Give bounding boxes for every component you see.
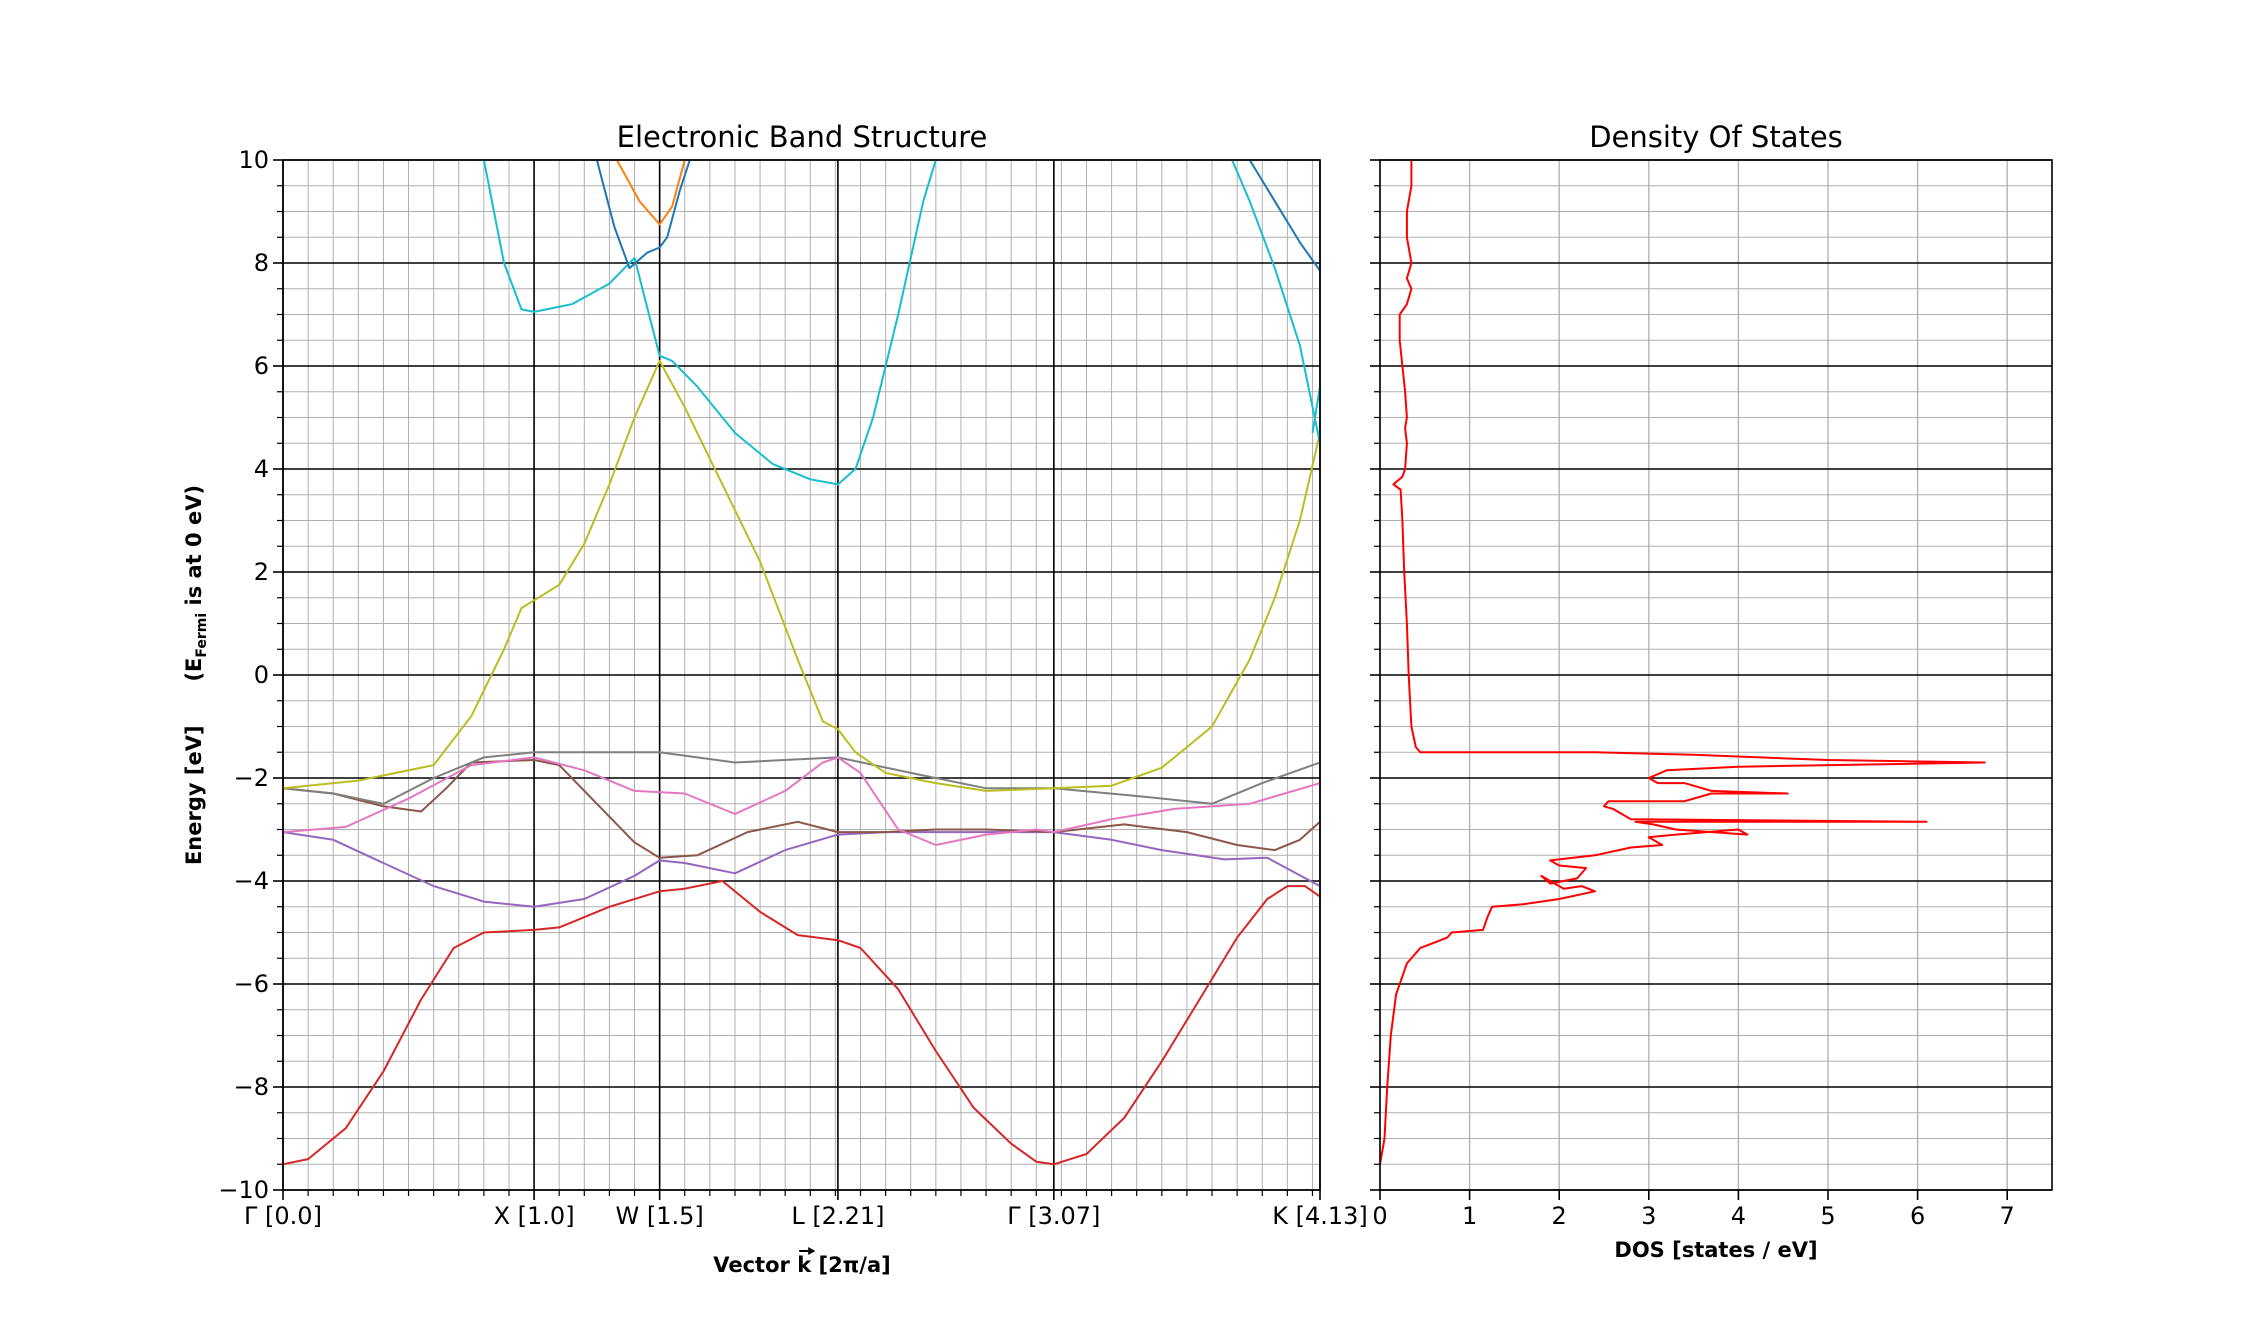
y-tick-label: −2 xyxy=(234,764,269,792)
ylabel-paren-open: (E xyxy=(182,658,206,682)
band-structure-x-ticks: Γ [0.0] X [1.0] W [1.5] L [2.21] Γ [3.07] K [… xyxy=(244,1190,1368,1230)
dos-series xyxy=(1380,160,1986,1165)
y-tick-label: 0 xyxy=(254,661,269,689)
x-tick-label: 7 xyxy=(2000,1202,2015,1230)
dos-chart: Density Of States 0 1 2 3 4 5 6 7 DOS [states /… xyxy=(1370,120,2053,1262)
band-line-8 xyxy=(1311,386,1320,434)
band-line-0 xyxy=(283,880,1320,1166)
band-line-6 xyxy=(482,160,937,486)
band-structure-chart: Electronic Band Structure −10 −8 −6 −4 −2 0 2 4… xyxy=(182,120,1368,1277)
ylabel-main: Energy [eV] xyxy=(182,725,206,865)
y-tick-label: −10 xyxy=(218,1176,269,1204)
xlabel-pre: Vector xyxy=(713,1253,797,1277)
band-line-3 xyxy=(283,751,1320,805)
x-tick-label: Γ [3.07] xyxy=(1007,1202,1100,1230)
x-tick-label: L [2.21] xyxy=(791,1202,884,1230)
dos-y-ticks xyxy=(1370,159,1380,1191)
dos-minor-grid xyxy=(1380,185,2052,1165)
x-tick-label: K [4.13] xyxy=(1272,1202,1368,1230)
y-tick-label: −6 xyxy=(234,970,269,998)
x-tick-label: Γ [0.0] xyxy=(244,1202,322,1230)
xlabel-k-vector: k xyxy=(797,1253,812,1277)
k-vector-arrow-icon xyxy=(799,1247,816,1255)
y-tick-label: 8 xyxy=(254,249,269,277)
y-tick-label: 2 xyxy=(254,558,269,586)
dos-line-0 xyxy=(1380,160,1986,1165)
x-tick-label: W [1.5] xyxy=(616,1202,704,1230)
arrow-head xyxy=(808,1247,816,1255)
y-tick-label: −4 xyxy=(234,867,269,895)
x-tick-label: 4 xyxy=(1731,1202,1746,1230)
band-line-1 xyxy=(283,831,1320,908)
band-line-9 xyxy=(595,160,691,270)
dos-xlabel: DOS [states / eV] xyxy=(1614,1238,1817,1262)
band-structure-xlabel: Vector k [2π/a] xyxy=(713,1253,890,1277)
band-structure-minor-grid xyxy=(283,160,1320,1190)
band-structure-title: Electronic Band Structure xyxy=(617,120,988,154)
x-tick-label: 2 xyxy=(1552,1202,1567,1230)
y-tick-label: −8 xyxy=(234,1073,269,1101)
ylabel-rest: is at 0 eV) xyxy=(182,485,206,613)
band-structure-y-ticks: −10 −8 −6 −4 −2 0 2 4 6 8 10 xyxy=(218,146,283,1204)
dos-x-ticks: 0 1 2 3 4 5 6 7 xyxy=(1372,1190,2015,1230)
y-tick-label: 6 xyxy=(254,352,269,380)
band-line-7 xyxy=(1231,160,1320,444)
band-structure-ylabel: Energy [eV] (EFermi is at 0 eV) xyxy=(182,485,210,865)
y-tick-label: 10 xyxy=(238,146,269,174)
x-tick-label: 1 xyxy=(1462,1202,1477,1230)
band-line-5 xyxy=(283,359,1320,792)
y-tick-label: 4 xyxy=(254,455,269,483)
dos-title: Density Of States xyxy=(1589,120,1843,154)
xlabel-post: [2π/a] xyxy=(811,1253,891,1277)
x-tick-label: 3 xyxy=(1641,1202,1656,1230)
x-tick-label: 6 xyxy=(1910,1202,1925,1230)
ylabel-subscript: Fermi xyxy=(194,613,210,658)
band-line-4 xyxy=(283,756,1320,846)
band-structure-series xyxy=(283,160,1320,1166)
band-line-11 xyxy=(616,160,686,226)
band-line-10 xyxy=(1248,160,1320,272)
x-tick-label: 5 xyxy=(1820,1202,1835,1230)
band-line-2 xyxy=(283,759,1320,859)
x-tick-label: 0 xyxy=(1372,1202,1387,1230)
x-tick-label: X [1.0] xyxy=(494,1202,575,1230)
